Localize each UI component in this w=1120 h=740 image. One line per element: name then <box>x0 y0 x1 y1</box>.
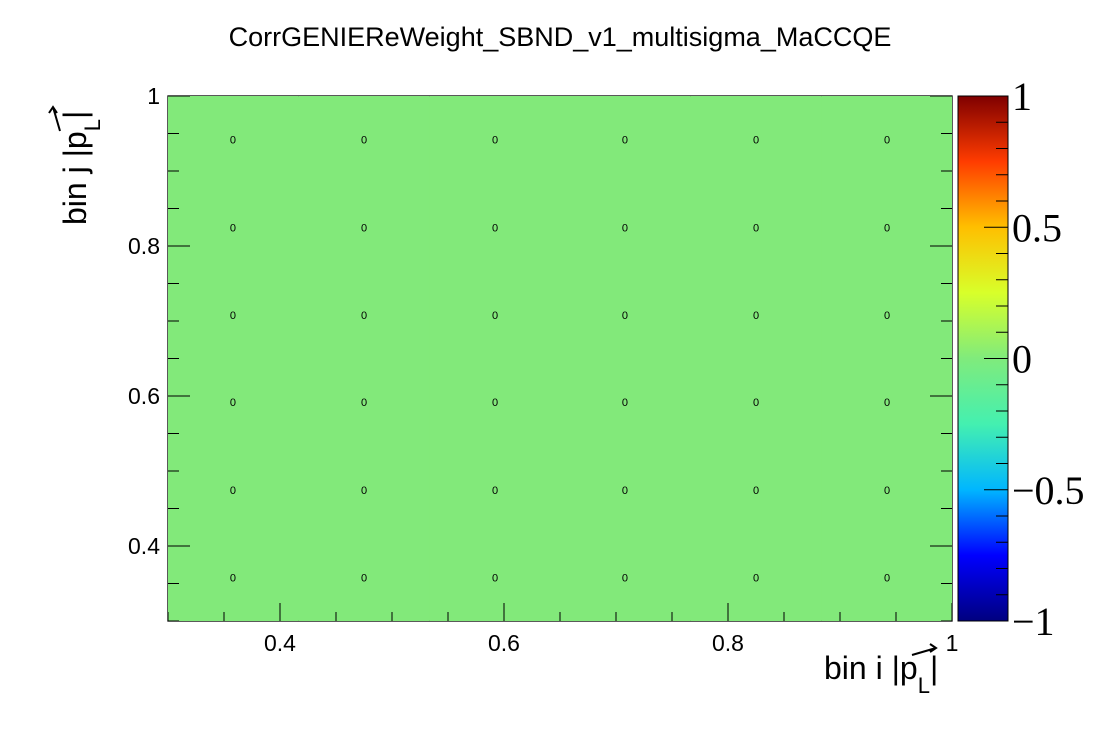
colorbar-tick-label: 0.5 <box>1012 205 1062 250</box>
heatmap-cell <box>429 96 560 184</box>
cell-value-label: 0 <box>492 397 498 409</box>
cell-value-label: 0 <box>622 222 628 234</box>
cell-value-label: 0 <box>753 485 759 497</box>
heatmap-cell <box>821 96 952 184</box>
cell-value-label: 0 <box>492 310 498 322</box>
cell-value-labels: 0 0 0 0 0 0 0 0 0 0 0 0 0 0 0 0 0 0 0 0 0 0 0 0 0 0 0 0 0 0 0 0 0 0 0 0 <box>230 135 890 585</box>
heatmap-cell <box>168 446 299 534</box>
x-tick-label: 1 <box>946 630 959 656</box>
cell-value-label: 0 <box>361 397 367 409</box>
heatmap-cell <box>298 533 430 621</box>
heatmap-cell <box>429 533 560 621</box>
cell-value-label: 0 <box>622 485 628 497</box>
heatmap-cell <box>429 446 560 534</box>
x-axis: 0.4 0.6 0.8 1 <box>167 603 959 656</box>
cell-value-label: 0 <box>753 310 759 322</box>
heatmap-cell <box>298 358 430 446</box>
cell-value-label: 0 <box>622 573 628 585</box>
cell-value-label: 0 <box>492 135 498 147</box>
cell-value-label: 0 <box>884 397 890 409</box>
heatmap-cell <box>560 358 691 446</box>
heatmap-cell <box>560 271 691 359</box>
heatmap-cell <box>298 183 430 271</box>
y-axis-title-vector-arrow <box>48 105 61 132</box>
heatmap-cell <box>298 271 430 359</box>
cell-value-label: 0 <box>361 485 367 497</box>
cell-value-label: 0 <box>884 135 890 147</box>
x-tick-label: 0.4 <box>264 630 296 656</box>
heatmap-cell <box>429 183 560 271</box>
heatmap-cell <box>560 533 691 621</box>
cell-value-label: 0 <box>622 310 628 322</box>
cell-value-label: 0 <box>361 135 367 147</box>
heatmap-cell <box>821 533 952 621</box>
cell-value-label: 0 <box>492 222 498 234</box>
colorbar-tick-label: 0 <box>1012 337 1032 382</box>
y-axis-title: bin j |pL| <box>57 111 105 225</box>
heatmap-cell <box>298 446 430 534</box>
heatmap-cell <box>690 96 822 184</box>
y-tick-label: 0.6 <box>128 383 160 409</box>
colorbar-tick-label: 1 <box>1012 74 1032 119</box>
cell-value-label: 0 <box>492 573 498 585</box>
cell-value-label: 0 <box>884 310 890 322</box>
heatmap-cell <box>560 183 691 271</box>
y-axis: 0.4 0.6 0.8 1 <box>128 83 952 622</box>
colorbar: 1 0.5 0 −0.5 −1 <box>957 74 1085 644</box>
x-tick-label: 0.8 <box>712 630 744 656</box>
cell-value-label: 0 <box>884 573 890 585</box>
heatmap-cell <box>168 533 299 621</box>
cell-value-label: 0 <box>361 573 367 585</box>
heatmap-cell <box>821 446 952 534</box>
heatmap-cell <box>690 446 822 534</box>
cell-value-label: 0 <box>230 135 236 147</box>
heatmap-cell <box>821 358 952 446</box>
heatmap-cell <box>690 183 822 271</box>
chart-title: CorrGENIEReWeight_SBND_v1_multisigma_MaC… <box>229 22 892 52</box>
x-axis-title: bin i |pL| <box>824 650 938 698</box>
cell-value-label: 0 <box>753 222 759 234</box>
heatmap-cell <box>821 271 952 359</box>
cell-value-label: 0 <box>753 135 759 147</box>
cell-value-label: 0 <box>884 222 890 234</box>
colorbar-tick-label: −1 <box>1012 599 1055 644</box>
heatmap-cell <box>560 446 691 534</box>
colorbar-tick-label: −0.5 <box>1012 468 1085 513</box>
cell-value-label: 0 <box>230 485 236 497</box>
heatmap-cell <box>690 533 822 621</box>
cell-value-label: 0 <box>230 573 236 585</box>
heatmap-cell <box>168 358 299 446</box>
cell-value-label: 0 <box>753 397 759 409</box>
heatmap-cell <box>560 96 691 184</box>
y-tick-label: 0.4 <box>128 533 160 559</box>
y-tick-label: 1 <box>147 83 160 109</box>
heatmap-cell <box>168 96 299 184</box>
heatmap-cells <box>168 96 952 621</box>
x-tick-label: 0.6 <box>488 630 520 656</box>
heatmap-cell <box>429 271 560 359</box>
heatmap-cell <box>168 271 299 359</box>
cell-value-label: 0 <box>361 222 367 234</box>
y-tick-label: 0.8 <box>128 233 160 259</box>
cell-value-label: 0 <box>622 135 628 147</box>
cell-value-label: 0 <box>884 485 890 497</box>
heatmap-cell <box>429 358 560 446</box>
cell-value-label: 0 <box>230 310 236 322</box>
heatmap-cell <box>298 96 430 184</box>
cell-value-label: 0 <box>230 222 236 234</box>
cell-value-label: 0 <box>622 397 628 409</box>
heatmap-cell <box>821 183 952 271</box>
x-axis-title-vector-arrow <box>911 643 938 656</box>
heatmap-cell <box>690 271 822 359</box>
cell-value-label: 0 <box>753 573 759 585</box>
cell-value-label: 0 <box>361 310 367 322</box>
cell-value-label: 0 <box>230 397 236 409</box>
heatmap-cell <box>690 358 822 446</box>
cell-value-label: 0 <box>492 485 498 497</box>
heatmap-cell <box>168 183 299 271</box>
